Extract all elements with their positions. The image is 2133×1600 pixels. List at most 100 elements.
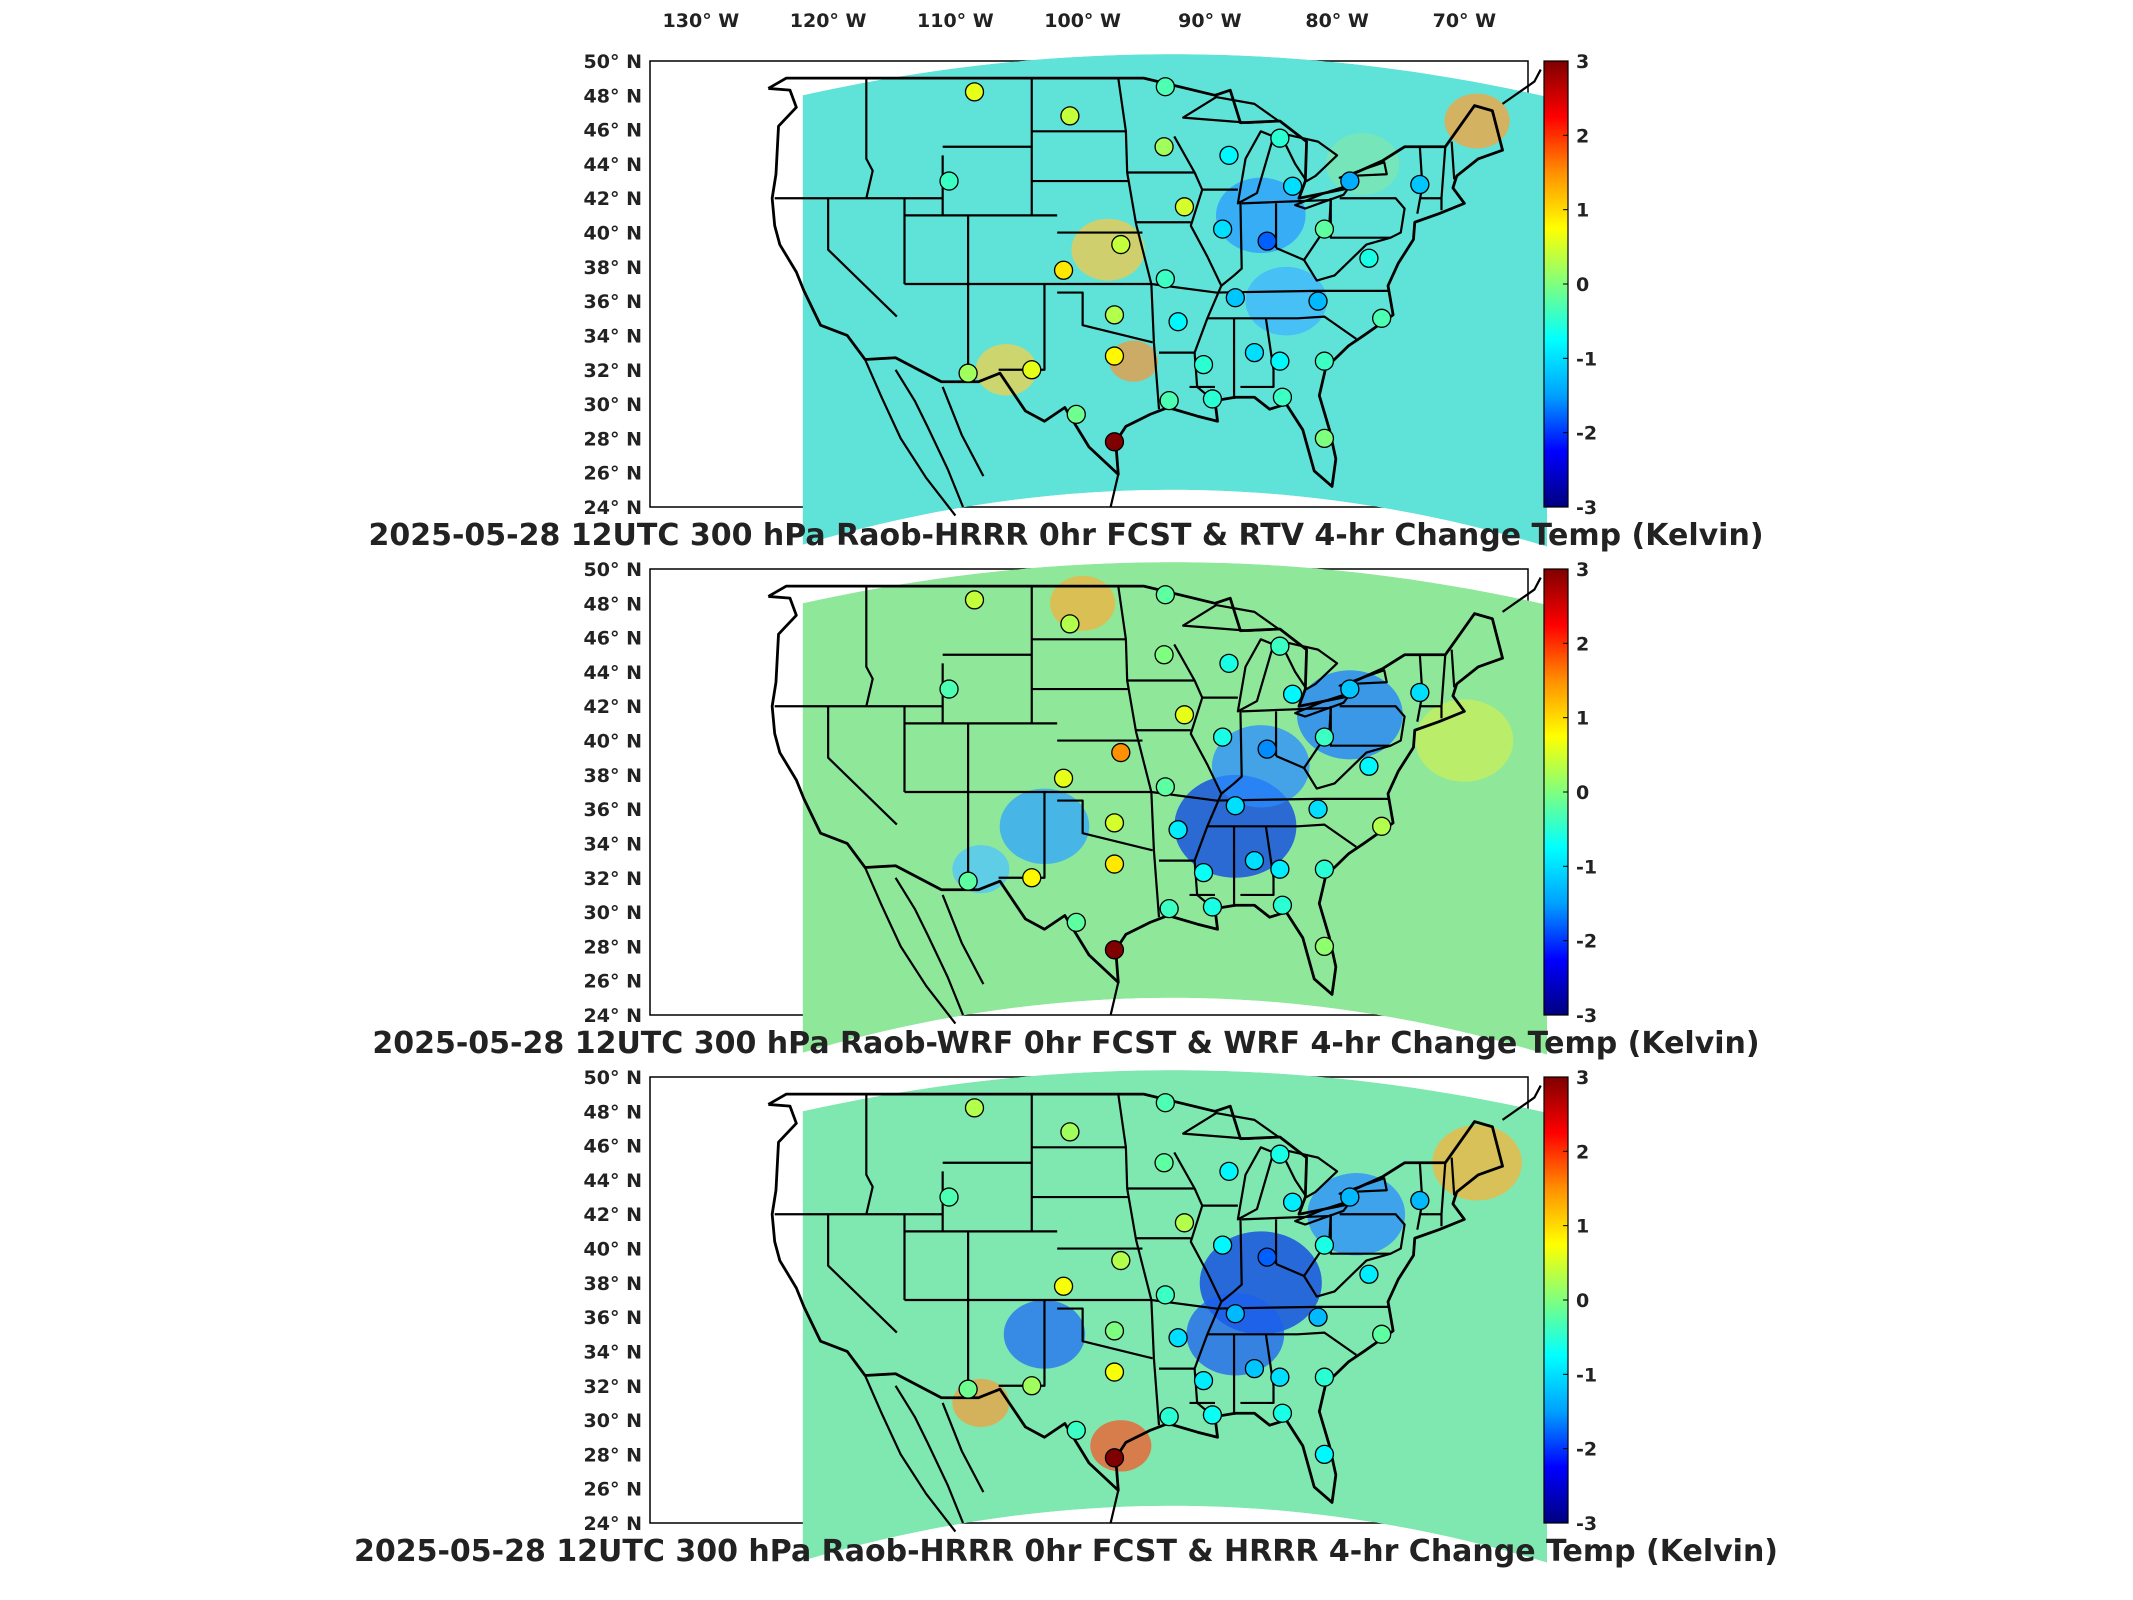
raob-station	[1270, 636, 1290, 656]
raob-station	[1104, 432, 1125, 452]
raob-station	[958, 871, 978, 891]
raob-station	[1022, 360, 1042, 380]
mexico-gulf-coast	[1109, 1490, 1120, 1524]
raob-station	[1308, 1307, 1328, 1327]
great-lake-outline	[1278, 639, 1339, 691]
raob-station	[1225, 796, 1245, 816]
raob-station	[1104, 1448, 1125, 1468]
raob-station	[1202, 1405, 1223, 1425]
lat-label: 32° N	[584, 360, 642, 382]
lat-label: 24° N	[584, 1513, 642, 1535]
raob-station	[1053, 260, 1074, 280]
raob-station	[1066, 912, 1086, 933]
great-lake-outline	[1236, 1146, 1275, 1221]
state-border	[865, 1094, 874, 1215]
raob-station	[1225, 1304, 1245, 1324]
state-border	[1220, 201, 1243, 287]
raob-station	[1154, 1153, 1174, 1173]
raob-station	[1193, 354, 1214, 375]
raob-station	[1159, 1406, 1179, 1427]
panel-title: 2025-05-28 12UTC 300 hPa Raob-HRRR 0hr F…	[368, 518, 1763, 553]
raob-station	[1159, 390, 1179, 411]
raob-station	[1066, 404, 1086, 425]
state-border	[998, 1300, 1046, 1387]
field-anomaly	[1211, 725, 1310, 808]
state-border	[1303, 744, 1391, 790]
raob-station	[1155, 1285, 1175, 1305]
raob-station	[1308, 799, 1328, 819]
raob-station	[1308, 291, 1328, 311]
latitude-axis-labels: 50° N 48° N 46° N 44° N 42° N 40° N 38° N 36° N…	[584, 559, 642, 1027]
raob-station	[1410, 1190, 1430, 1211]
state-border	[1241, 198, 1331, 205]
lat-label: 46° N	[584, 120, 642, 142]
colorbar-tick-label: 1	[1576, 200, 1589, 222]
lat-label: 42° N	[584, 696, 642, 718]
raob-station	[1104, 1321, 1125, 1341]
great-lake-outline	[1236, 638, 1275, 713]
lat-label: 28° N	[584, 1444, 642, 1466]
raob-station	[1212, 727, 1233, 747]
state-border	[1207, 315, 1357, 340]
raob-station	[1257, 231, 1277, 251]
lat-label: 46° N	[584, 628, 642, 650]
state-border	[1241, 706, 1331, 713]
state-border	[1303, 236, 1391, 282]
mexico-coast	[941, 894, 985, 985]
colorbar-tick-label: 0	[1576, 782, 1589, 804]
raob-station	[1066, 1420, 1086, 1441]
state-border	[827, 198, 898, 318]
colorbar-tick-label: 2	[1576, 633, 1589, 655]
raob-station	[1270, 128, 1290, 148]
raob-station	[1270, 1144, 1290, 1164]
state-border	[1450, 1157, 1456, 1196]
raob-station	[1219, 145, 1239, 165]
longitude-axis-labels: 130° W 120° W 110° W 100° W 90° W 80° W 70° W	[663, 10, 1497, 32]
state-border	[998, 792, 1046, 879]
state-border	[1450, 141, 1456, 180]
baja-coast	[864, 1375, 957, 1533]
raob-station	[964, 82, 985, 102]
raob-station	[939, 171, 959, 191]
mexico-gulf-coast	[1109, 474, 1120, 508]
great-lake-outline	[1278, 131, 1339, 183]
colorbar-tick-label: -3	[1576, 1513, 1597, 1535]
field-anomaly	[1444, 93, 1510, 149]
lat-label: 42° N	[584, 188, 642, 210]
raob-station	[1257, 1247, 1277, 1267]
raob-station	[1212, 219, 1233, 239]
map-panel-3: 50° N 48° N 46° N 44° N 42° N 40° N 38° N 36° N…	[354, 1067, 1778, 1569]
raob-station	[1159, 898, 1179, 919]
state-borders	[767, 577, 1542, 1025]
raob-station	[939, 679, 959, 699]
panel-title: 2025-05-28 12UTC 300 hPa Raob-WRF 0hr FC…	[372, 1026, 1759, 1061]
raob-station	[1053, 1276, 1074, 1296]
lat-label: 28° N	[584, 936, 642, 958]
raob-station	[1410, 174, 1430, 195]
raob-station	[1257, 739, 1277, 759]
lat-label: 34° N	[584, 833, 642, 855]
temperature-field	[802, 1070, 1548, 1563]
canada-coast	[1501, 577, 1542, 613]
raob-station	[1060, 106, 1080, 126]
raob-station	[1372, 816, 1392, 836]
raob-station	[1282, 684, 1303, 704]
state-border	[827, 706, 898, 826]
state-border	[1117, 1093, 1161, 1426]
baja-coast	[864, 359, 957, 517]
state-border	[1207, 1331, 1357, 1356]
raob-station	[1111, 234, 1131, 255]
lat-label: 38° N	[584, 1273, 642, 1295]
raob-station	[1202, 897, 1223, 917]
raob-station	[1174, 1213, 1195, 1233]
raob-station	[1359, 1264, 1379, 1284]
raob-station	[1155, 269, 1175, 289]
raob-station	[1282, 176, 1303, 196]
lat-label: 32° N	[584, 1376, 642, 1398]
lat-label: 30° N	[584, 902, 642, 924]
lon-label: 90° W	[1178, 10, 1242, 32]
lat-label: 38° N	[584, 765, 642, 787]
state-border	[1450, 649, 1456, 688]
colorbar: 3 2 1 0 -1 -2 -3	[1543, 51, 1597, 519]
raob-station	[1314, 936, 1335, 957]
